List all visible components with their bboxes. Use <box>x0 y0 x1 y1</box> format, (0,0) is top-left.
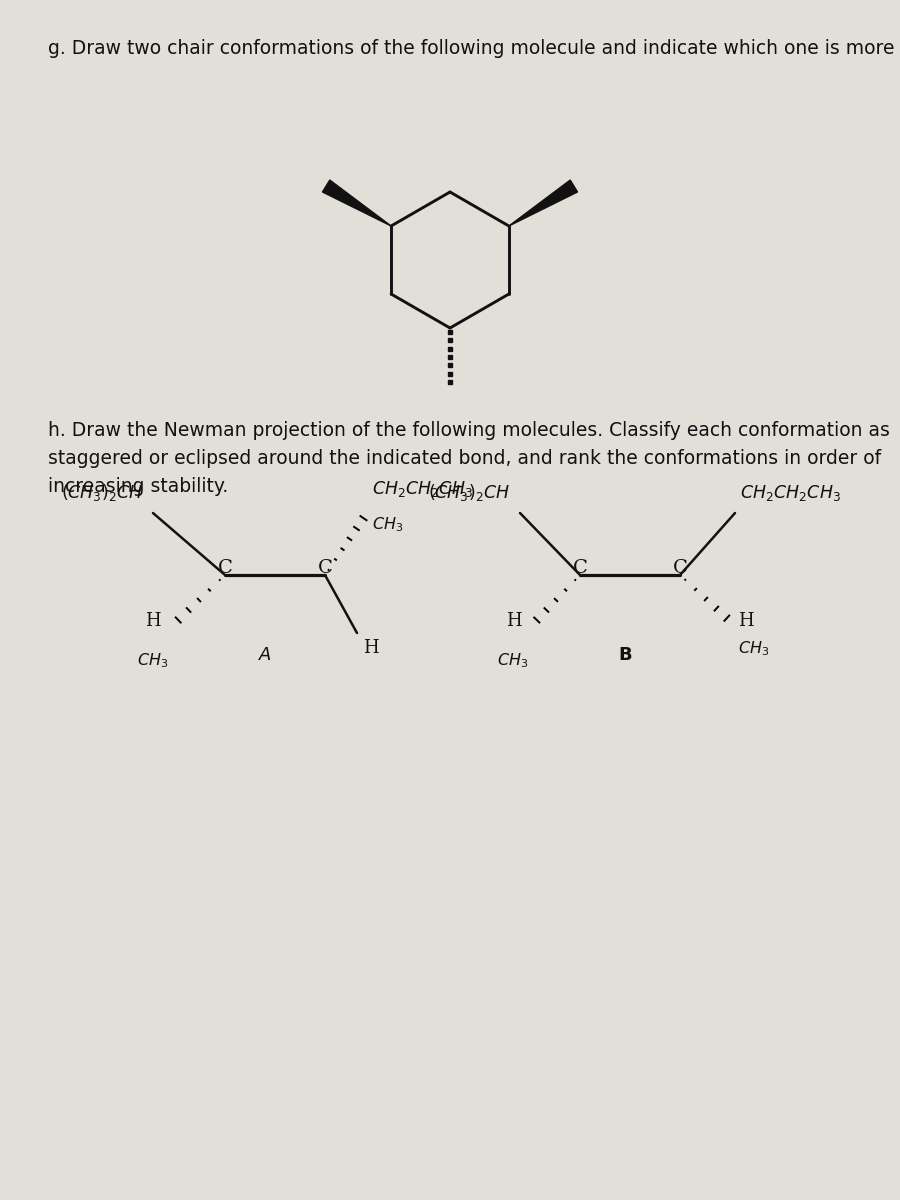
Text: B: B <box>618 646 632 664</box>
Polygon shape <box>322 180 392 226</box>
Text: $CH_3$: $CH_3$ <box>738 640 770 659</box>
Text: H: H <box>738 612 753 630</box>
Text: H: H <box>507 612 522 630</box>
Text: $(CH_3)_2CH$: $(CH_3)_2CH$ <box>428 482 510 503</box>
Text: h. Draw the Newman projection of the following molecules. Classify each conforma: h. Draw the Newman projection of the fol… <box>48 420 890 439</box>
Text: $CH_3$: $CH_3$ <box>497 650 528 670</box>
Text: g. Draw two chair conformations of the following molecule and indicate which one: g. Draw two chair conformations of the f… <box>48 38 900 58</box>
Text: H: H <box>363 638 379 658</box>
Text: C: C <box>218 559 232 577</box>
Text: $CH_3$: $CH_3$ <box>137 650 168 670</box>
Text: $CH_3$: $CH_3$ <box>372 515 403 534</box>
Text: $(CH_3)_2CH$: $(CH_3)_2CH$ <box>61 482 143 503</box>
Text: C: C <box>572 559 588 577</box>
Text: $CH_2CH_2CH_3$: $CH_2CH_2CH_3$ <box>740 482 841 503</box>
Polygon shape <box>508 180 578 226</box>
Text: C: C <box>672 559 688 577</box>
Text: $CH_2CH_2CH_3$: $CH_2CH_2CH_3$ <box>372 479 472 499</box>
Text: H: H <box>146 612 161 630</box>
Text: A: A <box>259 646 271 664</box>
Text: staggered or eclipsed around the indicated bond, and rank the conformations in o: staggered or eclipsed around the indicat… <box>48 449 881 468</box>
Text: C: C <box>318 559 332 577</box>
Text: increasing stability.: increasing stability. <box>48 476 229 496</box>
